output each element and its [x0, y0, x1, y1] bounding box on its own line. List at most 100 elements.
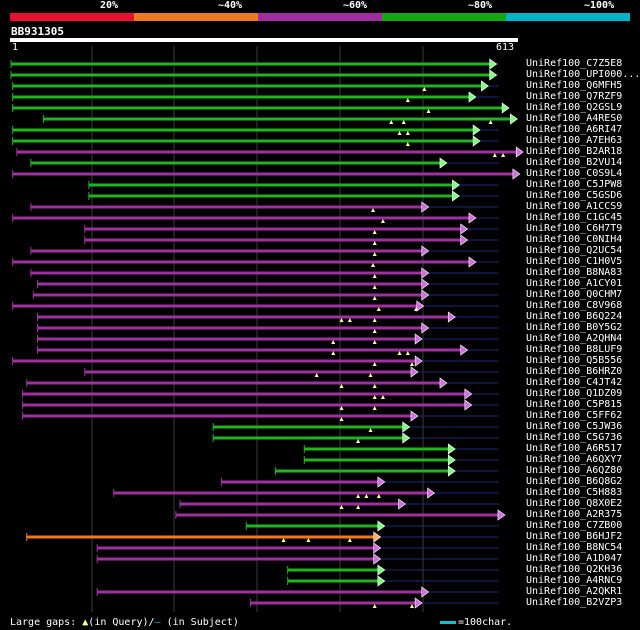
hit-row[interactable]	[175, 509, 508, 521]
hit-label[interactable]: UniRef100_A4RNC9	[526, 575, 623, 586]
hit-label[interactable]: UniRef100_B2AR18	[526, 146, 623, 157]
hit-row[interactable]	[26, 531, 499, 543]
hit-row[interactable]	[96, 542, 499, 554]
hit-label[interactable]: UniRef100_A6QZ80	[526, 465, 623, 476]
hit-row[interactable]	[12, 135, 499, 147]
hit-label[interactable]: UniRef100_B0Y5G2	[526, 322, 623, 333]
hit-label[interactable]: UniRef100_C4JT42	[526, 377, 623, 388]
hit-label[interactable]: UniRef100_Q2UC54	[526, 245, 623, 256]
hit-row[interactable]	[12, 80, 499, 92]
hit-label[interactable]: UniRef100_B6Q8G2	[526, 476, 623, 487]
hit-label[interactable]: UniRef100_A7EH63	[526, 135, 623, 146]
hit-row[interactable]	[37, 333, 499, 345]
hit-row[interactable]	[12, 300, 499, 312]
hit-row[interactable]	[37, 311, 499, 323]
hit-label[interactable]: UniRef100_B6Q224	[526, 311, 623, 322]
hit-row[interactable]	[212, 421, 499, 433]
hit-label[interactable]: UniRef100_A2QHN4	[526, 333, 623, 344]
hit-label[interactable]: UniRef100_C0S9L4	[526, 168, 623, 179]
hit-label[interactable]: UniRef100_Q2GSL9	[526, 102, 623, 113]
hit-row[interactable]	[249, 597, 499, 609]
hit-row[interactable]	[96, 586, 499, 598]
hit-label[interactable]: UniRef100_B2VZP3	[526, 597, 623, 608]
hit-label[interactable]: UniRef100_C5GSD6	[526, 190, 623, 201]
hit-row[interactable]	[10, 69, 499, 81]
hit-label[interactable]: UniRef100_C5JW36	[526, 421, 623, 432]
hit-row[interactable]	[37, 278, 499, 290]
hit-row[interactable]	[26, 377, 499, 389]
hit-label[interactable]: UniRef100_C5FF62	[526, 410, 623, 421]
hit-label[interactable]: UniRef100_C5P815	[526, 399, 623, 410]
hit-label[interactable]: UniRef100_C5JPW8	[526, 179, 623, 190]
hit-row[interactable]	[287, 575, 499, 587]
hit-label[interactable]: UniRef100_C1H0V5	[526, 256, 623, 267]
hit-label[interactable]: UniRef100_B6HRZ0	[526, 366, 623, 377]
hit-row[interactable]	[30, 157, 499, 169]
hit-row[interactable]	[96, 553, 499, 565]
hit-label[interactable]: UniRef100_A2QKR1	[526, 586, 623, 597]
hit-row[interactable]	[22, 399, 499, 411]
hit-label[interactable]: UniRef100_A1D047	[526, 553, 623, 564]
hit-label[interactable]: UniRef100_A1CY01	[526, 278, 623, 289]
hit-row[interactable]	[12, 168, 521, 180]
hit-label[interactable]: UniRef100_Q2KH36	[526, 564, 623, 575]
hit-row[interactable]	[84, 223, 499, 235]
hit-row[interactable]	[12, 91, 499, 103]
hit-row[interactable]	[245, 520, 499, 532]
hit-label[interactable]: UniRef100_Q0CHM7	[526, 289, 623, 300]
hit-label[interactable]: UniRef100_UPI000...	[526, 69, 640, 80]
hit-label[interactable]: UniRef100_C8V968	[526, 300, 623, 311]
hit-label[interactable]: UniRef100_C7ZB00	[526, 520, 623, 531]
hit-label[interactable]: UniRef100_C0NIH4	[526, 234, 623, 245]
hit-row[interactable]	[12, 256, 499, 268]
hit-row[interactable]	[32, 289, 499, 301]
hit-label[interactable]: UniRef100_Q5B556	[526, 355, 623, 366]
hit-row[interactable]	[22, 388, 499, 400]
hit-row[interactable]	[37, 322, 499, 334]
hit-row[interactable]	[30, 267, 499, 279]
hit-label[interactable]: UniRef100_Q8X0E2	[526, 498, 623, 509]
hit-label[interactable]: UniRef100_B2VU14	[526, 157, 623, 168]
hit-row[interactable]	[22, 410, 499, 422]
hit-label[interactable]: UniRef100_Q1DZ09	[526, 388, 623, 399]
hit-row[interactable]	[84, 234, 499, 246]
hit-row[interactable]	[37, 344, 499, 356]
hit-row[interactable]	[287, 564, 499, 576]
hit-label[interactable]: UniRef100_C1GC45	[526, 212, 623, 223]
hit-label[interactable]: UniRef100_B8NC54	[526, 542, 623, 553]
hit-label[interactable]: UniRef100_C5H883	[526, 487, 623, 498]
hit-row[interactable]	[88, 190, 499, 202]
hit-row[interactable]	[212, 432, 499, 444]
hit-label[interactable]: UniRef100_B8LUF9	[526, 344, 623, 355]
hit-label[interactable]: UniRef100_A1CCS9	[526, 201, 623, 212]
hit-label[interactable]: UniRef100_Q7RZF9	[526, 91, 623, 102]
hit-label[interactable]: UniRef100_B6HJF2	[526, 531, 623, 542]
hit-row[interactable]	[220, 476, 499, 488]
hit-row[interactable]	[274, 465, 499, 477]
hit-row[interactable]	[84, 366, 499, 378]
hit-label[interactable]: UniRef100_B8NA83	[526, 267, 623, 278]
hit-row[interactable]	[30, 201, 499, 213]
hit-row[interactable]	[16, 146, 524, 158]
hit-label[interactable]: UniRef100_A2R375	[526, 509, 623, 520]
hit-row[interactable]	[30, 245, 499, 257]
hit-label[interactable]: UniRef100_A4RES0	[526, 113, 623, 124]
hit-label[interactable]: UniRef100_A6QXY7	[526, 454, 623, 465]
hit-row[interactable]	[113, 487, 499, 499]
hit-row[interactable]	[303, 454, 499, 466]
hit-label[interactable]: UniRef100_A6R517	[526, 443, 623, 454]
hit-row[interactable]	[88, 179, 499, 191]
hit-row[interactable]	[12, 102, 510, 114]
hit-row[interactable]	[12, 355, 499, 367]
hit-row[interactable]	[42, 113, 518, 125]
hit-row[interactable]	[303, 443, 499, 455]
hit-label[interactable]: UniRef100_C6H7T9	[526, 223, 623, 234]
hit-row[interactable]	[12, 212, 499, 224]
hit-row[interactable]	[10, 58, 499, 70]
hit-row[interactable]	[179, 498, 499, 510]
hit-label[interactable]: UniRef100_Q6MFH5	[526, 80, 623, 91]
hit-label[interactable]: UniRef100_C5G736	[526, 432, 623, 443]
hit-row[interactable]	[12, 124, 499, 136]
hit-label[interactable]: UniRef100_A6RI47	[526, 124, 623, 135]
hit-label[interactable]: UniRef100_C7Z5E8	[526, 58, 623, 69]
